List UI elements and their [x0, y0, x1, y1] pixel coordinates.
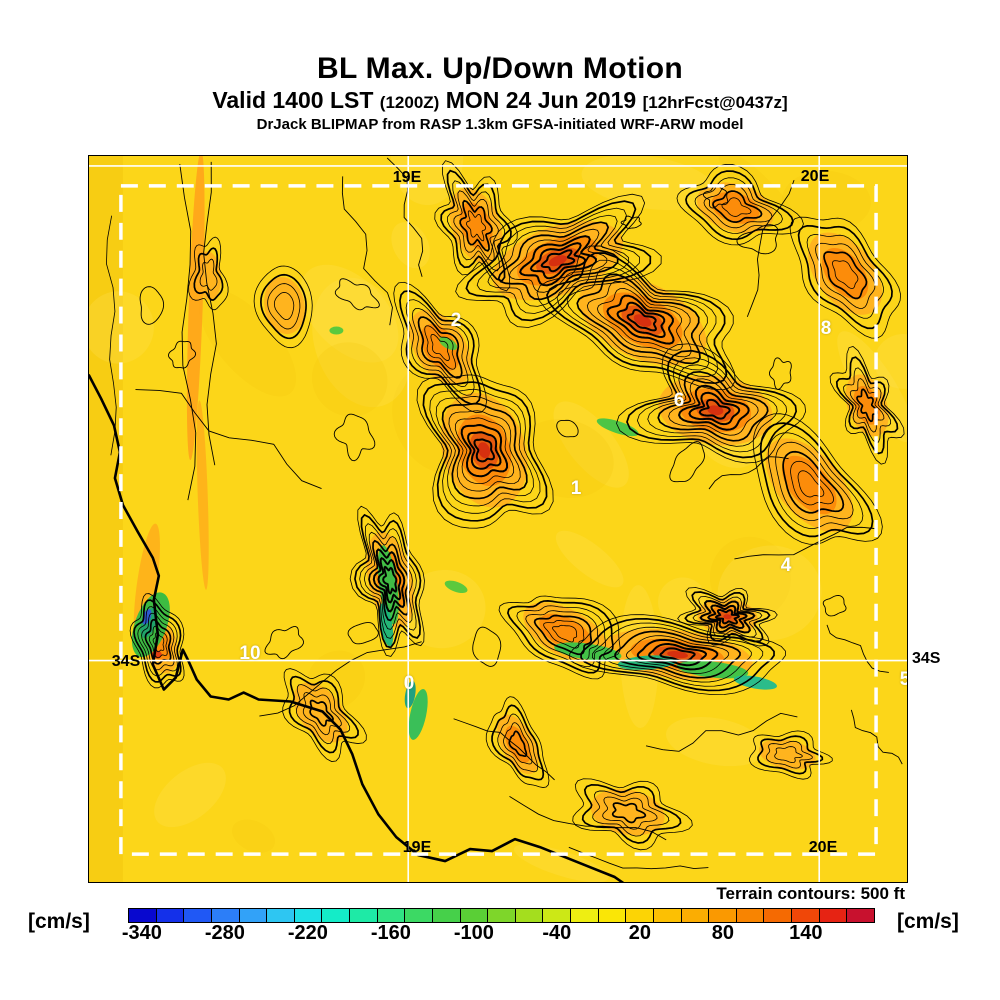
colorbar-cell [350, 909, 378, 922]
colorbar-cell [626, 909, 654, 922]
colorbar-cell [819, 909, 848, 922]
colorbar-cell [598, 909, 627, 922]
colorbar-cell [184, 909, 212, 922]
colorbar-cell [377, 909, 406, 922]
valid-time-line: Valid 1400 LST (1200Z) MON 24 Jun 2019 [… [0, 87, 1000, 114]
colorbar-cell [709, 909, 737, 922]
colorbar-cell [239, 909, 268, 922]
terrain-contours-note: Terrain contours: 500 ft [716, 884, 905, 903]
latitude-label-right: 34S [912, 650, 941, 667]
map-panel: 19E20E34S19E20E286141005 [88, 155, 908, 883]
colorbar-tick: 20 [628, 922, 651, 944]
colorbar-cell [681, 909, 710, 922]
colorbar-cell [294, 909, 323, 922]
colorbar-cell [847, 909, 874, 922]
colorbar-tick: -100 [453, 922, 494, 944]
colorbar-cells [128, 908, 875, 923]
colorbar-cell [211, 909, 240, 922]
colorbar-unit-right: [cm/s] [897, 910, 959, 933]
model-attribution-line: DrJack BLIPMAP from RASP 1.3km GFSA-init… [256, 116, 744, 133]
colorbar-tick: -40 [542, 922, 572, 944]
colorbar-tick: -160 [370, 922, 411, 944]
colorbar-unit-left: [cm/s] [28, 910, 90, 933]
header: BL Max. Up/Down Motion Valid 1400 LST (1… [0, 52, 1000, 133]
colorbar-tick-labels: -340 -280 -220 -160 -100 -40 20 80 140 [122, 922, 875, 948]
colorbar-cell [488, 909, 516, 922]
colorbar-cell [405, 909, 433, 922]
colorbar-cell [460, 909, 489, 922]
colorbar-tick: -340 [121, 922, 162, 944]
colorbar-tick: -280 [204, 922, 245, 944]
colorbar-cell [267, 909, 295, 922]
colorbar-tick: 80 [711, 922, 734, 944]
valid-time: Valid 1400 LST [212, 87, 374, 113]
page-title: BL Max. Up/Down Motion [316, 52, 683, 85]
terrain-map-art [89, 156, 907, 882]
colorbar-cell [792, 909, 820, 922]
colorbar-cell [322, 909, 350, 922]
colorbar-cell [156, 909, 185, 922]
colorbar-cell [653, 909, 682, 922]
forecast-tag: [12hrFcst@0437z] [642, 93, 788, 112]
valid-zulu-time: (1200Z) [379, 93, 440, 112]
colorbar-cell [515, 909, 544, 922]
colorbar-cell [432, 909, 461, 922]
colorbar-cell [764, 909, 792, 922]
colorbar-cell [543, 909, 571, 922]
colorbar-tick: 140 [789, 922, 823, 944]
colorbar-cell [129, 909, 157, 922]
colorbar-cell [571, 909, 599, 922]
colorbar-cell [736, 909, 765, 922]
valid-date: MON 24 Jun 2019 [445, 87, 637, 113]
colorbar-tick: -220 [287, 922, 328, 944]
